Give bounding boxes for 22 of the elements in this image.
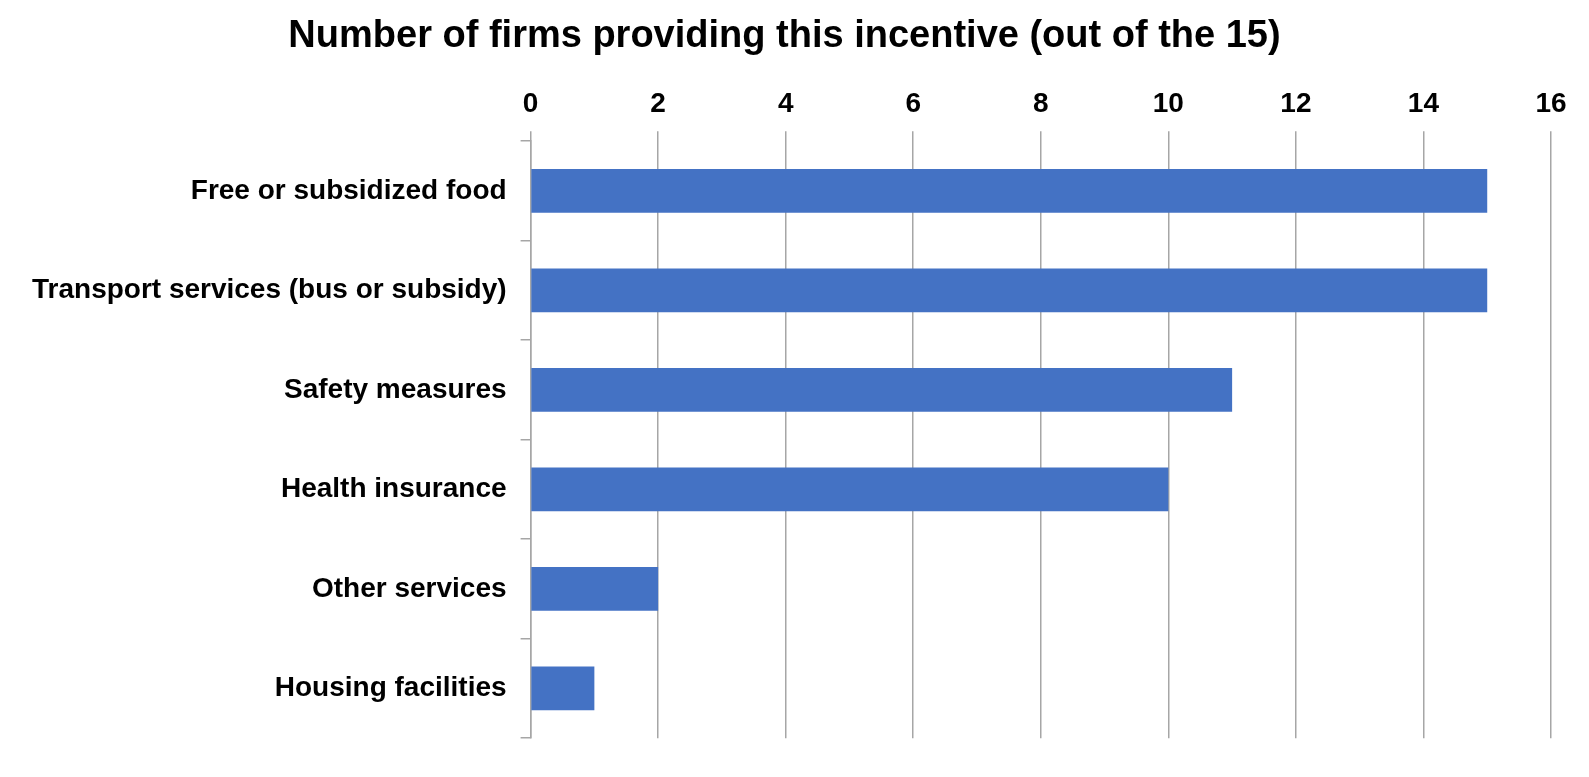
x-tick-label: 10 xyxy=(1152,87,1184,119)
x-tick-label: 12 xyxy=(1280,87,1312,119)
y-tick-label: Other services xyxy=(312,571,507,603)
x-tick-label: 2 xyxy=(650,87,666,119)
x-tick-label: 8 xyxy=(1033,87,1049,119)
bar xyxy=(531,666,595,711)
x-tick-label: 16 xyxy=(1535,87,1567,119)
x-tick-label: 14 xyxy=(1407,87,1440,119)
chart-title: Number of firms providing this incentive (out of the 15) xyxy=(288,13,1281,56)
y-tick-label: Transport services (bus or subsidy) xyxy=(32,273,507,305)
y-tick-label: Housing facilities xyxy=(274,671,507,703)
bar xyxy=(531,467,1169,512)
x-tick-label: 4 xyxy=(777,87,794,119)
y-tick-label: Safety measures xyxy=(284,372,507,404)
x-tick-label: 6 xyxy=(905,87,922,119)
y-tick-label: Health insurance xyxy=(280,472,507,504)
y-tick-label: Free or subsidized food xyxy=(190,173,507,205)
bar xyxy=(531,567,659,611)
bar xyxy=(531,169,1488,213)
bar xyxy=(531,368,1233,412)
x-tick-label: 0 xyxy=(522,87,539,119)
bar xyxy=(531,268,1488,313)
